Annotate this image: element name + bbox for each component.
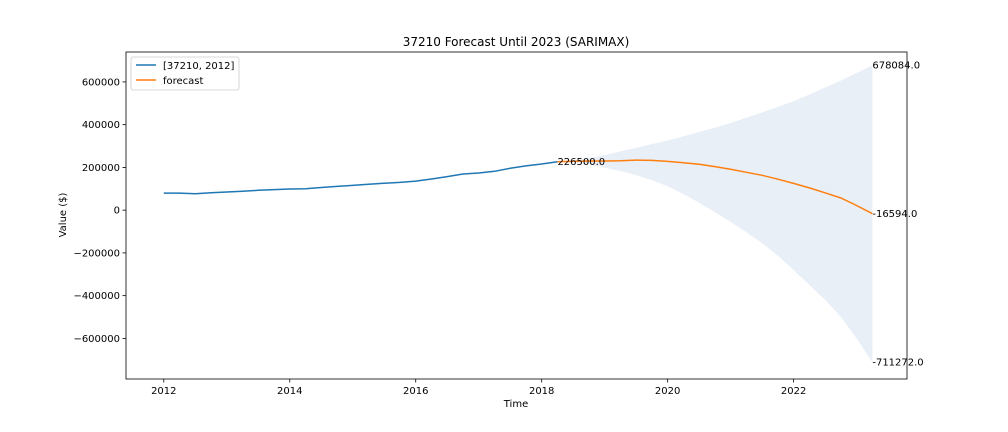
legend-box [130, 56, 240, 91]
series-line-forecast [557, 159, 873, 215]
legend-label-37210-2012: [37210, 2012] [163, 61, 235, 72]
confidence-band [557, 65, 873, 363]
value-annotation: 678084.0 [872, 61, 920, 72]
x-tick-label: 2020 [655, 386, 680, 397]
value-annotations: 226500.0 678084.0 -16594.0 -711272.0 [557, 61, 923, 369]
x-tick-label: 2018 [529, 386, 554, 397]
y-tick-label: 600000 [82, 77, 120, 88]
x-tick-label: 2014 [277, 386, 302, 397]
y-tick-label: 0 [114, 206, 120, 217]
y-tick-label: −400000 [73, 291, 120, 302]
value-annotation: -16594.0 [872, 209, 917, 220]
value-annotation: 226500.0 [557, 157, 605, 168]
y-axis-ticks: 600000 400000 200000 0 −200000 −400000 −600000 [73, 77, 126, 345]
x-tick-label: 2022 [781, 386, 806, 397]
axes-frame [125, 51, 908, 380]
y-axis-label: Value ($) [58, 193, 69, 238]
series-line-37210-2012 [163, 160, 558, 195]
legend-label-forecast: forecast [163, 76, 204, 87]
x-tick-label: 2012 [151, 386, 176, 397]
chart-title: 37210 Forecast Until 2023 (SARIMAX) [403, 35, 630, 49]
value-annotation: -711272.0 [872, 358, 923, 369]
x-tick-label: 2016 [403, 386, 428, 397]
plot-area [163, 65, 873, 363]
y-tick-label: −200000 [73, 248, 120, 259]
x-axis-ticks: 2012 2014 2016 2018 2020 2022 [151, 379, 806, 397]
legend: [37210, 2012] forecast [130, 56, 240, 91]
x-axis-label: Time [503, 399, 528, 410]
y-tick-label: −600000 [73, 334, 120, 345]
y-tick-label: 200000 [82, 163, 120, 174]
y-tick-label: 400000 [82, 120, 120, 131]
